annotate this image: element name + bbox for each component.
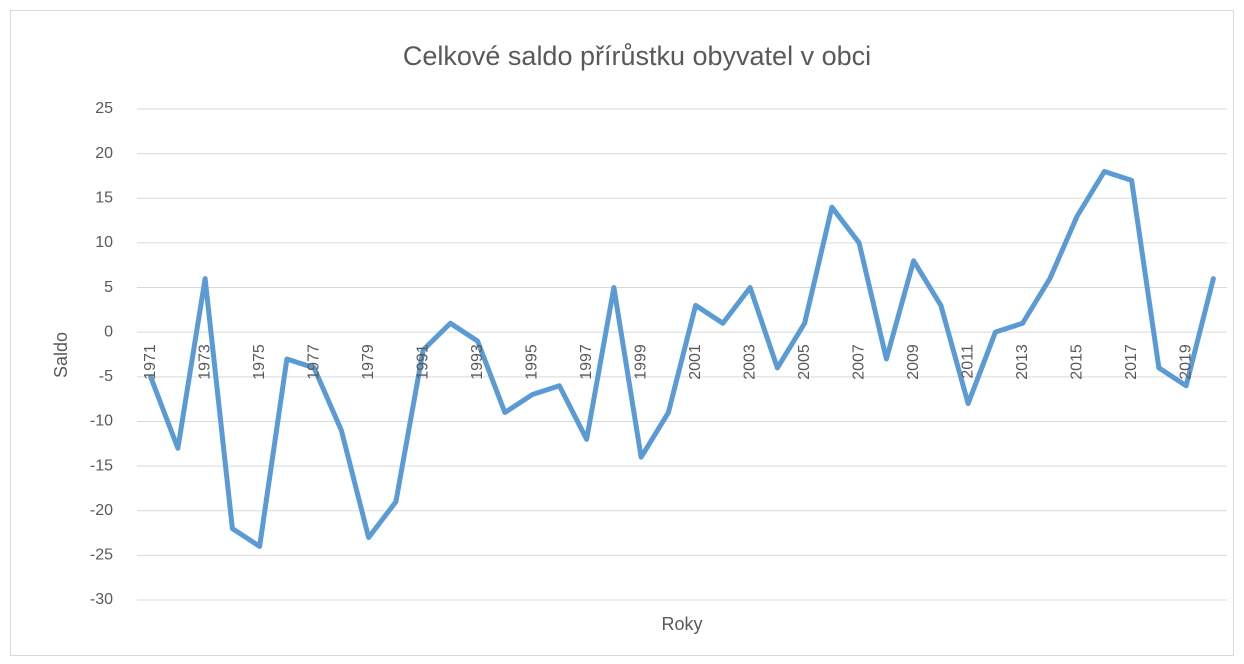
x-tick-label: 2009 (905, 344, 922, 380)
x-axis-title: Roky (661, 614, 702, 634)
y-tick-label: 20 (95, 145, 113, 162)
x-tick-label: 2011 (959, 344, 976, 379)
x-tick-label: 2003 (741, 344, 758, 380)
y-tick-label: 25 (95, 100, 113, 117)
chart-title: Celkové saldo přírůstku obyvatel v obci (403, 41, 871, 71)
x-tick-label: 1995 (523, 344, 540, 380)
x-tick-label: 2005 (796, 344, 813, 380)
y-tick-label: -25 (90, 547, 113, 564)
x-tick-label: 1975 (251, 344, 268, 380)
x-tick-label: 1991 (414, 344, 431, 380)
y-tick-label: -15 (90, 457, 113, 474)
y-axis-title: Saldo (51, 332, 71, 378)
x-tick-label: 1977 (305, 344, 322, 380)
y-tick-label: 10 (95, 234, 113, 251)
y-tick-label: 15 (95, 189, 113, 206)
x-tick-label: 1997 (578, 344, 595, 380)
y-tick-label: -20 (90, 502, 113, 519)
y-tick-label: -5 (99, 368, 113, 385)
y-tick-label: -10 (90, 413, 113, 430)
x-tick-label: 2019 (1177, 344, 1194, 380)
data-line (148, 168, 1216, 549)
x-tick-label: 1971 (142, 344, 159, 380)
x-tick-label: 2007 (850, 344, 867, 380)
y-tick-label: 0 (104, 323, 113, 340)
x-tick-label: 1993 (469, 344, 486, 380)
x-tick-label: 2013 (1014, 344, 1031, 380)
x-tick-label: 2015 (1068, 344, 1085, 380)
y-tick-label: 5 (104, 279, 113, 296)
x-tick-label: 1973 (196, 344, 213, 380)
x-tick-label: 2001 (687, 344, 704, 380)
x-tick-label: 1979 (360, 344, 377, 380)
x-tick-label: 2017 (1123, 344, 1140, 380)
x-tick-label: 1999 (632, 344, 649, 380)
y-tick-label: -30 (90, 591, 113, 608)
